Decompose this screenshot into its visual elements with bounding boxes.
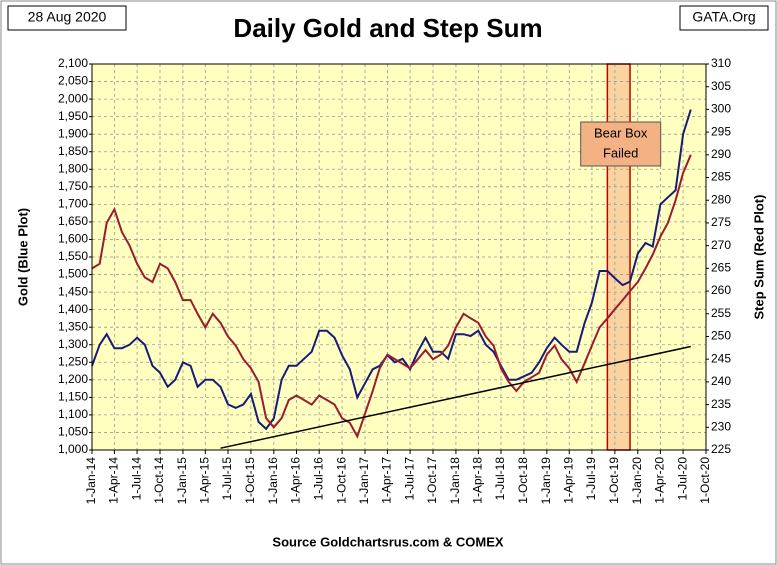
series-line [91,109,692,431]
source-box [679,5,769,31]
y-tick-label: 1,900 [58,126,88,140]
y2-tick-label: 290 [711,147,731,161]
y-tick-label: 1,000 [58,442,88,456]
x-tick-label: 1-Apr-14 [107,457,121,504]
x-tick-label: 1-Jul-20 [675,457,689,501]
x-tick-label: 1-Apr-18 [471,457,485,504]
y2-tick-label: 235 [711,397,731,411]
y2-tick-label: 255 [711,306,731,320]
annotation-text: Failed [603,145,638,160]
x-tick-label: 1-Apr-17 [380,457,394,504]
y-tick-label: 1,250 [58,354,88,368]
y2-tick-label: 260 [711,283,731,297]
x-tick-label: 1-Apr-19 [561,457,575,504]
x-tick-label: 1-Jan-15 [175,457,189,505]
series-line [91,154,692,439]
chart-title: Daily Gold and Step Sum [233,13,542,43]
y-axis-label: Gold (Blue Plot) [15,208,30,306]
y2-tick-label: 300 [711,102,731,116]
annotation-box [580,121,662,167]
y-tick-label: 1,200 [58,372,88,386]
x-tick-label: 1-Jan-18 [448,457,462,505]
y-tick-label: 1,500 [58,267,88,281]
date-box [7,5,127,31]
x-tick-label: 1-Oct-14 [152,457,166,504]
y2-tick-label: 230 [711,419,731,433]
y2-tick-label: 280 [711,192,731,206]
y-tick-label: 1,450 [58,284,88,298]
y2-tick-label: 285 [711,170,731,184]
date-label: 28 Aug 2020 [28,9,107,25]
x-tick-label: 1-Apr-15 [198,457,212,504]
y2-tick-label: 250 [711,329,731,343]
x-tick-label: 1-Oct-16 [334,457,348,504]
x-tick-label: 1-Jan-19 [539,457,553,505]
x-tick-label: 1-Oct-19 [607,457,621,504]
x-tick-label: 1-Jul-15 [220,457,234,501]
y-tick-label: 1,700 [58,197,88,211]
x-tick-label: 1-Jan-20 [630,457,644,505]
x-tick-label: 1-Jan-14 [84,457,98,505]
x-tick-label: 1-Oct-15 [243,457,257,504]
y-tick-label: 2,000 [58,91,88,105]
y-tick-label: 1,950 [58,109,88,123]
x-tick-label: 1-Jul-16 [311,457,325,501]
y-tick-label: 1,100 [58,407,88,421]
y-tick-label: 1,400 [58,302,88,316]
y2-tick-label: 225 [711,442,731,456]
y-tick-label: 1,350 [58,319,88,333]
x-tick-label: 1-Jan-17 [357,457,371,505]
x-tick-label: 1-Oct-20 [698,457,712,504]
y-tick-label: 1,550 [58,249,88,263]
annotation-text: Bear Box [594,125,648,140]
y-tick-label: 1,850 [58,144,88,158]
y-tick-label: 1,650 [58,214,88,228]
y2-tick-label: 310 [711,56,731,70]
x-tick-label: 1-Apr-20 [653,457,667,504]
x-tick-label: 1-Jul-19 [584,457,598,501]
y2-tick-label: 305 [711,79,731,93]
x-tick-label: 1-Jul-17 [402,457,416,501]
y-tick-label: 2,100 [58,56,88,70]
y2-tick-label: 270 [711,238,731,252]
y2-tick-label: 265 [711,261,731,275]
y2-tick-label: 295 [711,124,731,138]
x-tick-label: 1-Oct-17 [425,457,439,504]
y-tick-label: 1,300 [58,337,88,351]
x-tick-label: 1-Jul-18 [493,457,507,501]
x-tick-label: 1-Jan-16 [266,457,280,505]
y-tick-label: 1,750 [58,179,88,193]
x-tick-label: 1-Jul-14 [129,457,143,501]
y2-tick-label: 245 [711,351,731,365]
y2-axis-label: Step Sum (Red Plot) [751,195,766,320]
y-tick-label: 1,150 [58,390,88,404]
y-tick-label: 1,050 [58,425,88,439]
x-axis-label: Source Goldchartsrus.com & COMEX [272,534,503,549]
plot-border [91,63,707,451]
y-tick-label: 1,800 [58,161,88,175]
y-tick-label: 2,050 [58,74,88,88]
source-label: GATA.Org [692,9,755,25]
trend-line [220,345,691,449]
y2-tick-label: 275 [711,215,731,229]
x-tick-label: 1-Oct-18 [516,457,530,504]
y2-tick-label: 240 [711,374,731,388]
x-tick-label: 1-Apr-16 [289,457,303,504]
y-tick-label: 1,600 [58,232,88,246]
